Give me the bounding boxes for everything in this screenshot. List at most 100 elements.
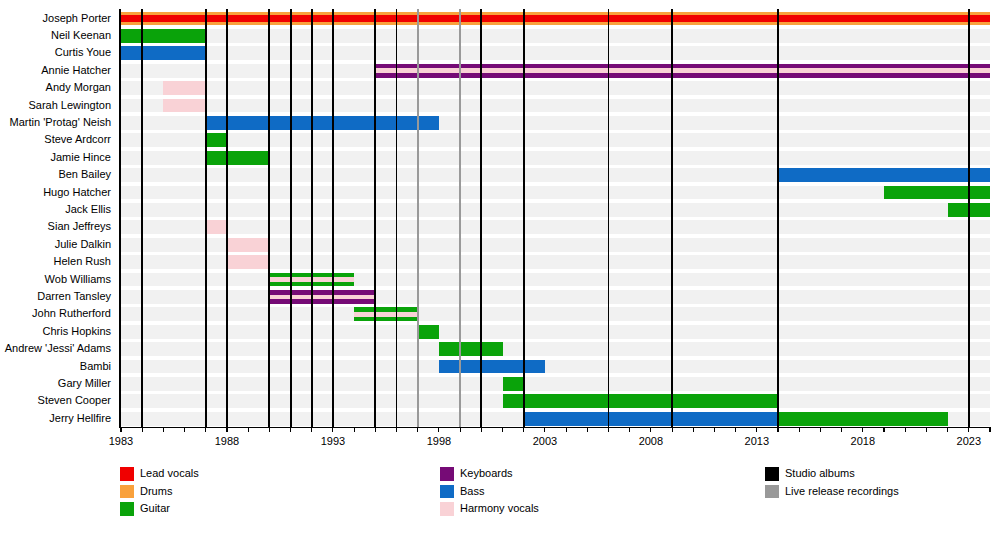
timeline-bar-bass (439, 360, 545, 374)
axis-tick (481, 427, 482, 431)
row-label: Gary Miller (0, 377, 111, 391)
row-label: Bambi (0, 360, 111, 374)
row-label: Steve Ardcorr (0, 133, 111, 147)
timeline-bar-guitar (418, 325, 439, 339)
live-release-line (459, 9, 461, 427)
axis-tick (714, 427, 715, 431)
axis-tick (269, 427, 270, 431)
timeline-bar-harmony_vocals (227, 238, 269, 252)
axis-tick (163, 427, 164, 431)
studio-album-line (480, 9, 482, 427)
axis-label: 1988 (197, 435, 257, 447)
axis-label: 1998 (409, 435, 469, 447)
overlay-stripe-harmony_vocals (375, 68, 990, 73)
legend-label: Lead vocals (140, 467, 199, 481)
timeline-bar-harmony_vocals (163, 99, 205, 113)
row-label: Jerry Hellfire (0, 412, 111, 426)
studio-album-line (671, 9, 673, 427)
axis-tick (523, 427, 524, 431)
axis-tick (460, 427, 461, 431)
row-band (121, 342, 990, 356)
studio-album-line (268, 9, 270, 427)
axis-tick (226, 427, 227, 431)
timeline-bar-harmony_vocals (163, 81, 205, 95)
row-label: Julie Dalkin (0, 238, 111, 252)
timeline-bar-guitar (778, 412, 948, 426)
axis-tick (438, 427, 439, 431)
axis-tick (777, 427, 778, 431)
axis-label: 1983 (91, 435, 151, 447)
axis-tick (354, 427, 355, 431)
row-band (121, 360, 990, 374)
legend-swatch-live_releases (765, 485, 779, 499)
studio-album-line (205, 9, 207, 427)
axis-tick (587, 427, 588, 431)
row-band (121, 325, 990, 339)
axis-label: 2003 (515, 435, 575, 447)
axis-tick (396, 427, 397, 431)
overlay-stripe-harmony_vocals (354, 312, 418, 317)
studio-album-line (523, 9, 525, 427)
axis-tick (841, 427, 842, 431)
axis-tick (311, 427, 312, 431)
axis-label: 2008 (621, 435, 681, 447)
row-label: Sian Jeffreys (0, 220, 111, 234)
axis-tick (799, 427, 800, 431)
timeline-bar-bass (121, 46, 206, 60)
legend-label: Studio albums (785, 467, 855, 481)
axis-tick (926, 427, 927, 431)
axis-tick (989, 427, 990, 431)
studio-album-line (968, 9, 970, 427)
axis-tick (905, 427, 906, 431)
row-label: Ben Bailey (0, 168, 111, 182)
row-label: Chris Hopkins (0, 325, 111, 339)
axis-tick (290, 427, 291, 431)
row-label: Neil Keenan (0, 29, 111, 43)
studio-album-line (290, 9, 292, 427)
studio-album-line (777, 9, 779, 427)
row-label: Jack Ellis (0, 203, 111, 217)
axis-tick (968, 427, 969, 431)
legend-swatch-harmony_vocals (440, 502, 454, 516)
studio-album-line (332, 9, 334, 427)
row-band (121, 273, 990, 287)
live-release-line (417, 9, 419, 427)
legend-label: Keyboards (460, 467, 513, 481)
axis-tick (672, 427, 673, 431)
row-band (121, 133, 990, 147)
axis-tick (820, 427, 821, 431)
studio-album-line (311, 9, 313, 427)
row-band (121, 203, 990, 217)
axis-tick (693, 427, 694, 431)
timeline-bar-guitar (503, 394, 779, 408)
overlay-stripe-harmony_vocals (269, 295, 375, 300)
axis-tick (502, 427, 503, 431)
row-band (121, 99, 990, 113)
timeline-bar-bass (206, 116, 439, 130)
legend-swatch-bass (440, 485, 454, 499)
axis-tick (756, 427, 757, 431)
axis-tick (735, 427, 736, 431)
row-label: Wob Williams (0, 273, 111, 287)
legend-label: Bass (460, 485, 484, 499)
axis-tick (566, 427, 567, 431)
axis-label: 1993 (303, 435, 363, 447)
axis-tick (142, 427, 143, 431)
timeline-bar-guitar (206, 133, 227, 147)
row-label: Martin 'Protag' Neish (0, 116, 111, 130)
timeline-bar-bass (778, 168, 990, 182)
row-label: John Rutherford (0, 307, 111, 321)
studio-album-line (608, 9, 610, 427)
axis-tick (205, 427, 206, 431)
axis-tick (248, 427, 249, 431)
legend-swatch-studio_albums (765, 467, 779, 481)
axis-label: 2018 (833, 435, 893, 447)
axis-tick (862, 427, 863, 431)
row-label: Jamie Hince (0, 151, 111, 165)
plot-left-border (119, 9, 121, 427)
timeline-bar-guitar (121, 29, 206, 43)
row-label: Curtis Youe (0, 46, 111, 60)
timeline-bar-harmony_vocals (227, 255, 269, 269)
axis-tick (947, 427, 948, 431)
timeline-bar-bass (524, 412, 778, 426)
